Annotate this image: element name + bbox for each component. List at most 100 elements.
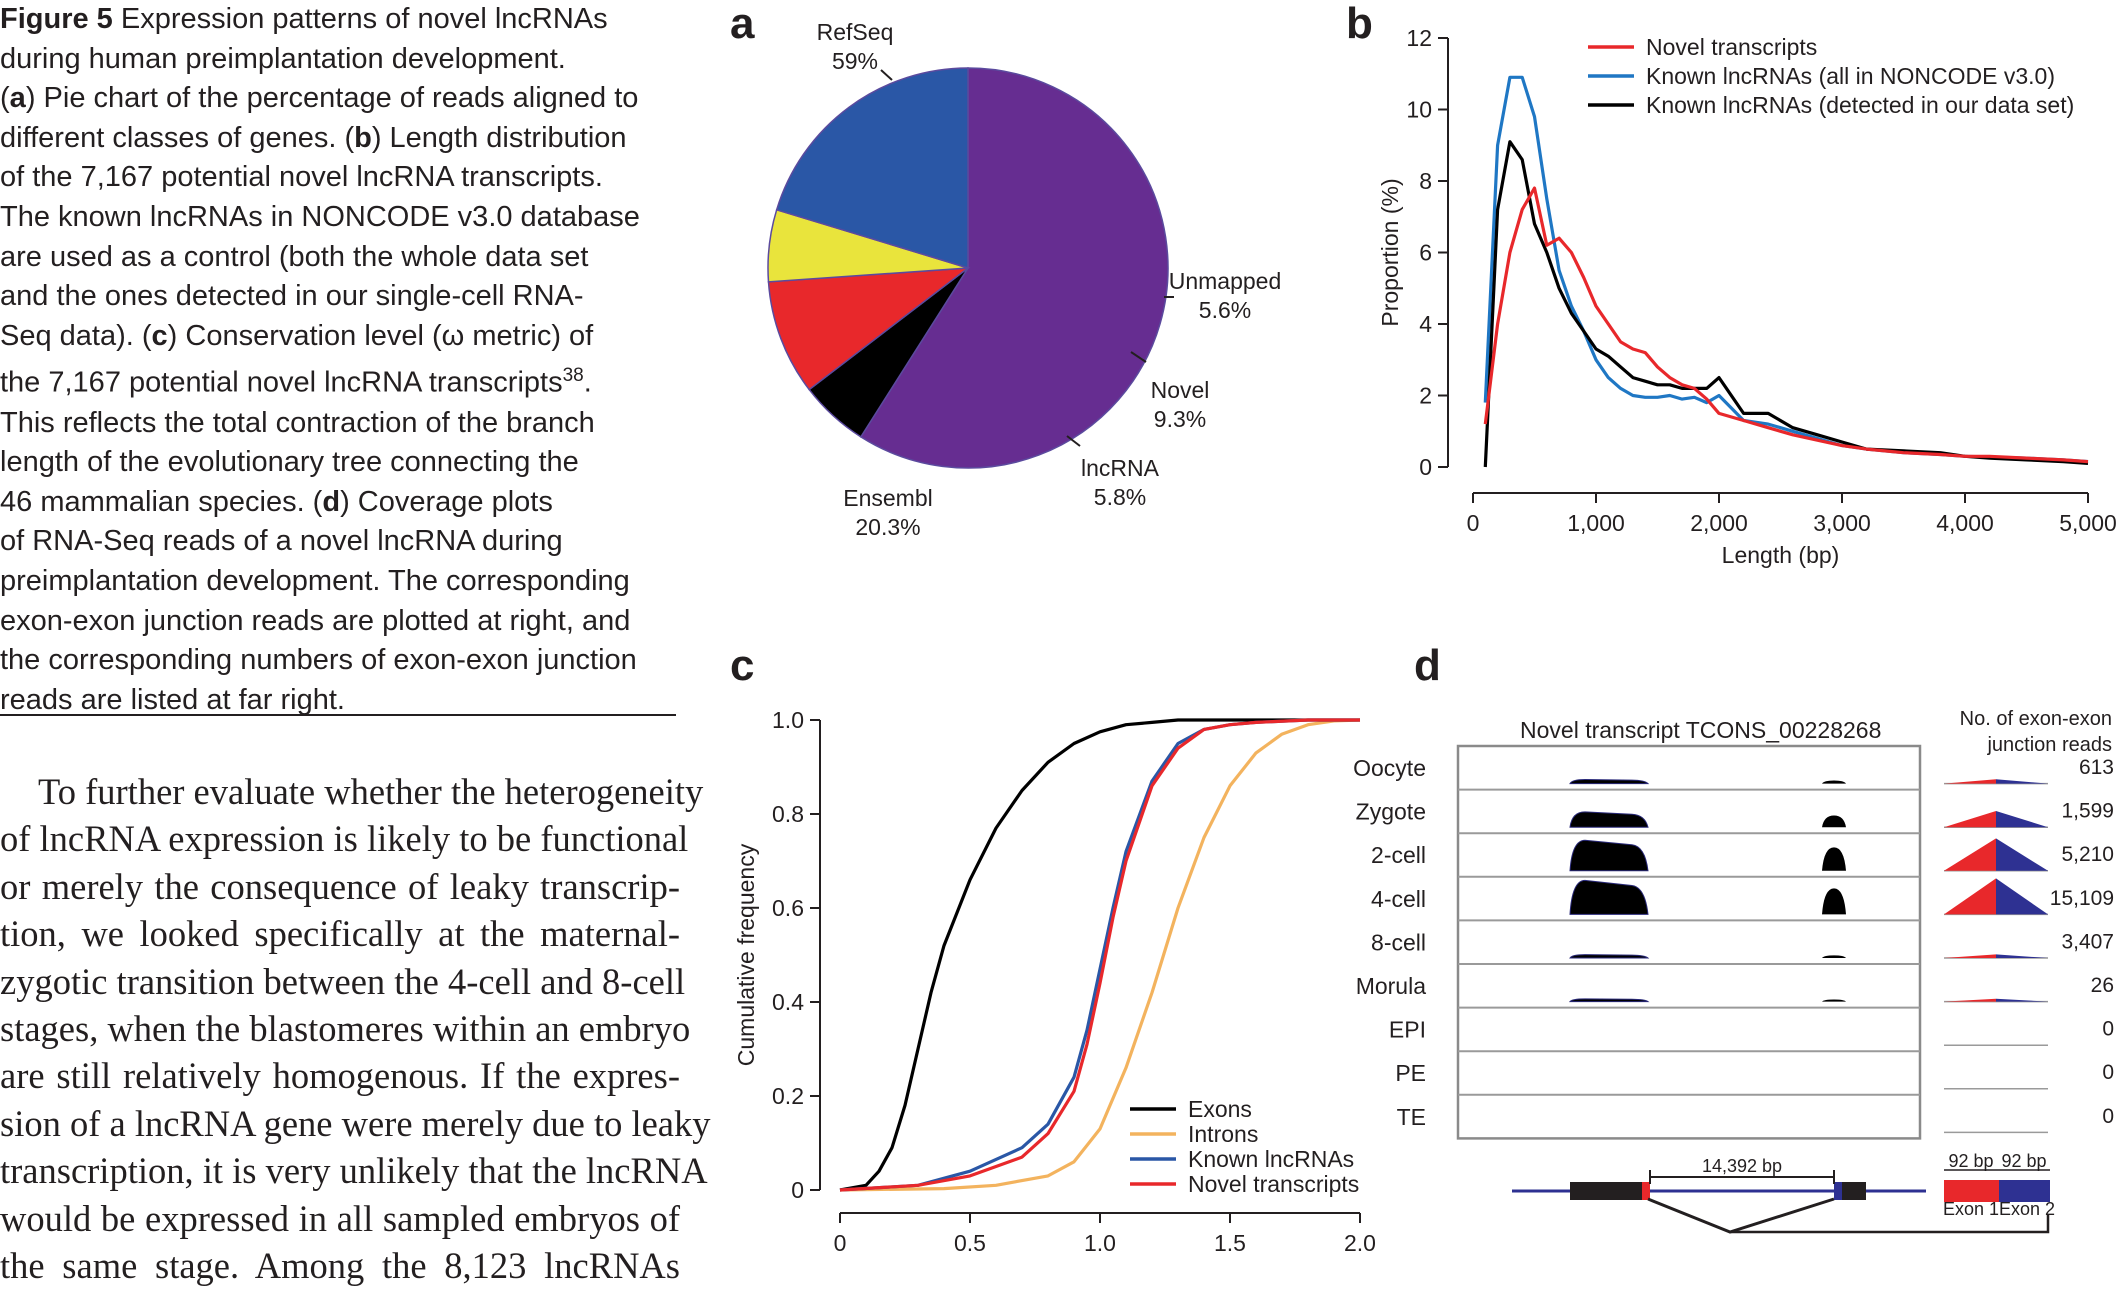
x-tick-label: 4,000 xyxy=(1936,510,1994,536)
junction-exon1-area xyxy=(1944,838,1996,871)
caption-text: ) Conservation level (ω metric) of xyxy=(167,319,594,352)
legend-label: Known lncRNAs (all in NONCODE v3.0) xyxy=(1646,63,2055,89)
x-axis-label: Length (bp) xyxy=(1722,542,1840,568)
pie-value-label: 5.6% xyxy=(1199,297,1251,323)
caption-bold: d xyxy=(322,485,341,518)
caption-line: Seq data). (c) Conservation level (ω met… xyxy=(0,317,680,357)
intron-length-label: 14,392 bp xyxy=(1702,1156,1782,1176)
exon2-junction-mark xyxy=(1834,1182,1842,1200)
body-line: or merely the consequence of leaky trans… xyxy=(0,865,680,907)
caption-line: The known lncRNAs in NONCODE v3.0 databa… xyxy=(0,198,680,238)
coverage-peak-exon2 xyxy=(1822,815,1846,828)
body-line: To further evaluate whether the heteroge… xyxy=(38,771,704,812)
junction-count: 15,109 xyxy=(2050,887,2114,910)
y-tick-label: 0.4 xyxy=(772,989,804,1015)
pie-leader-line xyxy=(880,69,893,81)
series-line xyxy=(1483,186,2089,464)
stage-label: Oocyte xyxy=(1353,755,1426,781)
caption-text: preimplantation development. The corresp… xyxy=(0,564,630,597)
coverage-box xyxy=(1456,744,1922,1140)
coverage-peak-exon1 xyxy=(1569,779,1650,785)
caption-bold: c xyxy=(151,319,168,352)
pie-leader-line xyxy=(1066,435,1081,447)
stage-label: 2-cell xyxy=(1371,842,1426,868)
junction-count: 1,599 xyxy=(2061,800,2114,823)
legend-label: Known lncRNAs (detected in our data set) xyxy=(1646,92,2074,118)
body-line: would be expressed in all sampled embryo… xyxy=(0,1197,680,1239)
legend-label: Exons xyxy=(1188,1096,1252,1122)
caption-line: This reflects the total contraction of t… xyxy=(0,404,680,444)
splice-connector xyxy=(1647,1197,1835,1234)
body-line: zygotic transition between the 4-cell an… xyxy=(0,960,686,1002)
y-tick-label: 12 xyxy=(1406,25,1432,51)
caption-text: This reflects the total contraction of t… xyxy=(0,406,595,439)
caption-line: length of the evolutionary tree connecti… xyxy=(0,443,680,483)
body-line: transcription, it is very unlikely that … xyxy=(0,1150,708,1192)
caption-text: the 7,167 potential novel lncRNA transcr… xyxy=(0,367,563,399)
coverage-peak-exon2 xyxy=(1822,999,1846,1002)
pie-value-label: 59% xyxy=(832,48,878,74)
caption-line: are used as a control (both the whole da… xyxy=(0,238,680,278)
junction-exon2-area xyxy=(1996,811,2048,828)
body-line: stages, when the blastomeres within an e… xyxy=(0,1008,691,1050)
line-chart-b: 0 2 4 6 8 10 12 0 1,000 2,000 3,000 4,000 5,000 Lengt… xyxy=(1377,25,2117,568)
exon1-junction-mark xyxy=(1642,1182,1650,1200)
caption-line: (a) Pie chart of the percentage of reads… xyxy=(0,79,680,119)
caption-text: reads are listed at far right. xyxy=(0,683,345,716)
series-line xyxy=(1483,140,2089,468)
panel-label-b: b xyxy=(1346,0,1373,48)
junction-exon2-area xyxy=(1996,954,2048,958)
junction-exon1-block xyxy=(1944,1180,1999,1202)
x-tick-label: 2,000 xyxy=(1690,510,1748,536)
line-chart-c: 0 0.2 0.4 0.6 0.8 1.0 0 0.5 1.0 1.5 2.0 Cumulative … xyxy=(733,707,1376,1254)
y-tick-label: 0 xyxy=(791,1177,804,1203)
body-line: tion, we looked specifically at the mate… xyxy=(0,913,680,955)
caption-divider xyxy=(0,714,676,716)
article-body-text: To further evaluate whether the heteroge… xyxy=(0,768,711,1289)
pie-label: Ensembl xyxy=(843,485,932,511)
series-line xyxy=(1483,75,2089,464)
pie-label: Novel xyxy=(1151,377,1210,403)
pie-slice-ensembl xyxy=(775,67,969,270)
caption-text: ) Coverage plots xyxy=(340,485,553,518)
junction-exon2-area xyxy=(1996,838,2048,871)
caption-text: . xyxy=(583,367,592,399)
coverage-peak-exon1 xyxy=(1569,879,1649,915)
caption-text: Seq data). ( xyxy=(0,319,152,352)
stage-label: 4-cell xyxy=(1371,886,1426,912)
pie-label: Unmapped xyxy=(1169,268,1282,294)
junction-exon1-area xyxy=(1944,998,1996,1002)
caption-line: 46 mammalian species. (d) Coverage plots xyxy=(0,483,680,523)
exon1-bp-label: 92 bp xyxy=(1948,1151,1993,1171)
coverage-peak-exon1 xyxy=(1569,839,1649,872)
coverage-peak-exon1 xyxy=(1569,811,1649,828)
pie-slice-novel xyxy=(767,267,971,391)
x-tick-label: 3,000 xyxy=(1813,510,1871,536)
caption-line: Figure 5 Expression patterns of novel ln… xyxy=(0,0,680,40)
x-tick-label: 2.0 xyxy=(1344,1230,1376,1254)
pie-chart-a: RefSeq 59% Unmapped 5.6% Novel 9.3% lncRNA 5.8%… xyxy=(767,19,1282,540)
caption-text: 46 mammalian species. ( xyxy=(0,485,323,518)
figure-5: a b c d RefSeq 59% Unmapped 5.6% Novel 9.3% ln… xyxy=(730,0,2117,1254)
panel-label-d: d xyxy=(1414,641,1441,690)
coverage-panel-d: Novel transcript TCONS_00228268 No. of ex… xyxy=(1353,708,2114,1234)
coverage-peak-exon1 xyxy=(1569,954,1650,959)
y-tick-label: 0.6 xyxy=(772,895,804,921)
junction-count: 0 xyxy=(2102,1105,2114,1128)
caption-line: and the ones detected in our single-cell… xyxy=(0,277,680,317)
caption-text: length of the evolutionary tree connecti… xyxy=(0,446,579,479)
exon1-label: Exon 1 xyxy=(1943,1199,1999,1219)
caption-text: of RNA-Seq reads of a novel lncRNA durin… xyxy=(0,525,563,558)
junction-exon1-area xyxy=(1944,954,1996,958)
pie-label: RefSeq xyxy=(817,19,894,45)
caption-text: are used as a control (both the whole da… xyxy=(0,240,589,273)
y-tick-label: 1.0 xyxy=(772,707,804,733)
x-tick-label: 1,000 xyxy=(1567,510,1625,536)
body-line: sion of a lncRNA gene were merely due to… xyxy=(0,1102,711,1144)
legend-label: Novel transcripts xyxy=(1188,1171,1359,1197)
coverage-title: Novel transcript TCONS_00228268 xyxy=(1520,717,1881,743)
pie-slice-refseq xyxy=(859,67,1169,469)
exon2-label: Exon 2 xyxy=(1999,1199,2055,1219)
series-line xyxy=(839,718,1360,1192)
caption-text: different classes of genes. ( xyxy=(0,121,355,154)
